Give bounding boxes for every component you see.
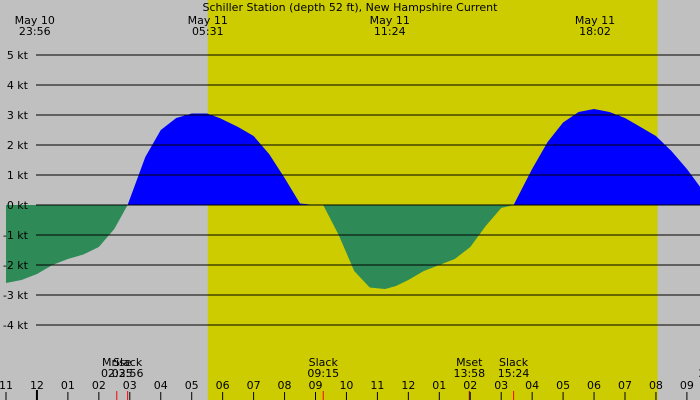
y-tick-label: 0 kt [7,199,29,212]
bottom-event-time: 21 [698,367,700,380]
x-hour-label: 08 [278,379,292,392]
bottom-event-time: 13:58 [453,367,485,380]
y-tick-label: 4 kt [7,79,29,92]
bottom-event-labels: Mrise02:35Slack02:56Slack09:15Mset13:58S… [101,356,700,400]
bottom-event-label: Mset [456,356,483,369]
x-hour-label: 09 [309,379,323,392]
bottom-event-time: 09:15 [307,367,339,380]
top-event-date: May 11 [575,14,615,27]
x-hour-label: 07 [618,379,632,392]
y-tick-label: -4 kt [3,319,29,332]
bottom-event-time: 02:56 [112,367,144,380]
x-hour-label: 10 [339,379,353,392]
y-tick-label: -3 kt [3,289,29,302]
x-hour-label: 07 [247,379,261,392]
bottom-event-time: 15:24 [498,367,530,380]
x-hour-label: 11 [0,379,13,392]
x-hour-label: 01 [61,379,75,392]
x-hour-label: 09 [680,379,694,392]
x-hour-label: 03 [494,379,508,392]
x-hour-label: 04 [154,379,168,392]
y-tick-label: 1 kt [7,169,29,182]
x-hour-label: 11 [370,379,384,392]
top-event-time: 05:31 [192,25,224,38]
x-hour-label: 04 [525,379,539,392]
y-tick-label: -1 kt [3,229,29,242]
y-tick-label: 3 kt [7,109,29,122]
y-tick-label: 2 kt [7,139,29,152]
top-event-time: 11:24 [374,25,406,38]
y-tick-label: 5 kt [7,49,29,62]
y-tick-label: -2 kt [3,259,29,272]
x-hour-label: 05 [185,379,199,392]
chart-title: Schiller Station (depth 52 ft), New Hamp… [203,1,499,14]
x-hour-label: 12 [401,379,415,392]
x-hour-label: 08 [649,379,663,392]
x-hour-label: 01 [432,379,446,392]
top-event-time: 18:02 [579,25,611,38]
x-hour-label: 06 [587,379,601,392]
x-hour-label: 02 [92,379,106,392]
x-hour-label: 03 [123,379,137,392]
x-hour-label: 12 [30,379,44,392]
current-series-layer [6,109,700,289]
bottom-event-time: 02:35 [101,367,133,380]
x-hour-label: 06 [216,379,230,392]
top-event-time: 23:56 [19,25,51,38]
bottom-event-label: Slack [499,356,529,369]
y-axis-labels: 5 kt 4 kt 3 kt 2 kt 1 kt 0 kt -1 kt -2 kt -3 kt -… [3,49,29,332]
top-event-date: May 10 [15,14,55,27]
x-hour-label: 05 [556,379,570,392]
bottom-event-label: Slack [309,356,339,369]
ebb-current-area [6,205,700,289]
gridlines [36,54,700,326]
x-axis-hour-labels: 11 12 01 02 03 04 05 06 07 08 09 10 11 12 01 02 03 04 05 06… [0,379,694,400]
top-event-date: May 11 [370,14,410,27]
x-hour-label: 02 [463,379,477,392]
flood-current-area [6,109,700,205]
bottom-event-label: Slack [113,356,143,369]
bottom-event-label: Mrise [102,356,132,369]
top-event-date: May 11 [188,14,228,27]
